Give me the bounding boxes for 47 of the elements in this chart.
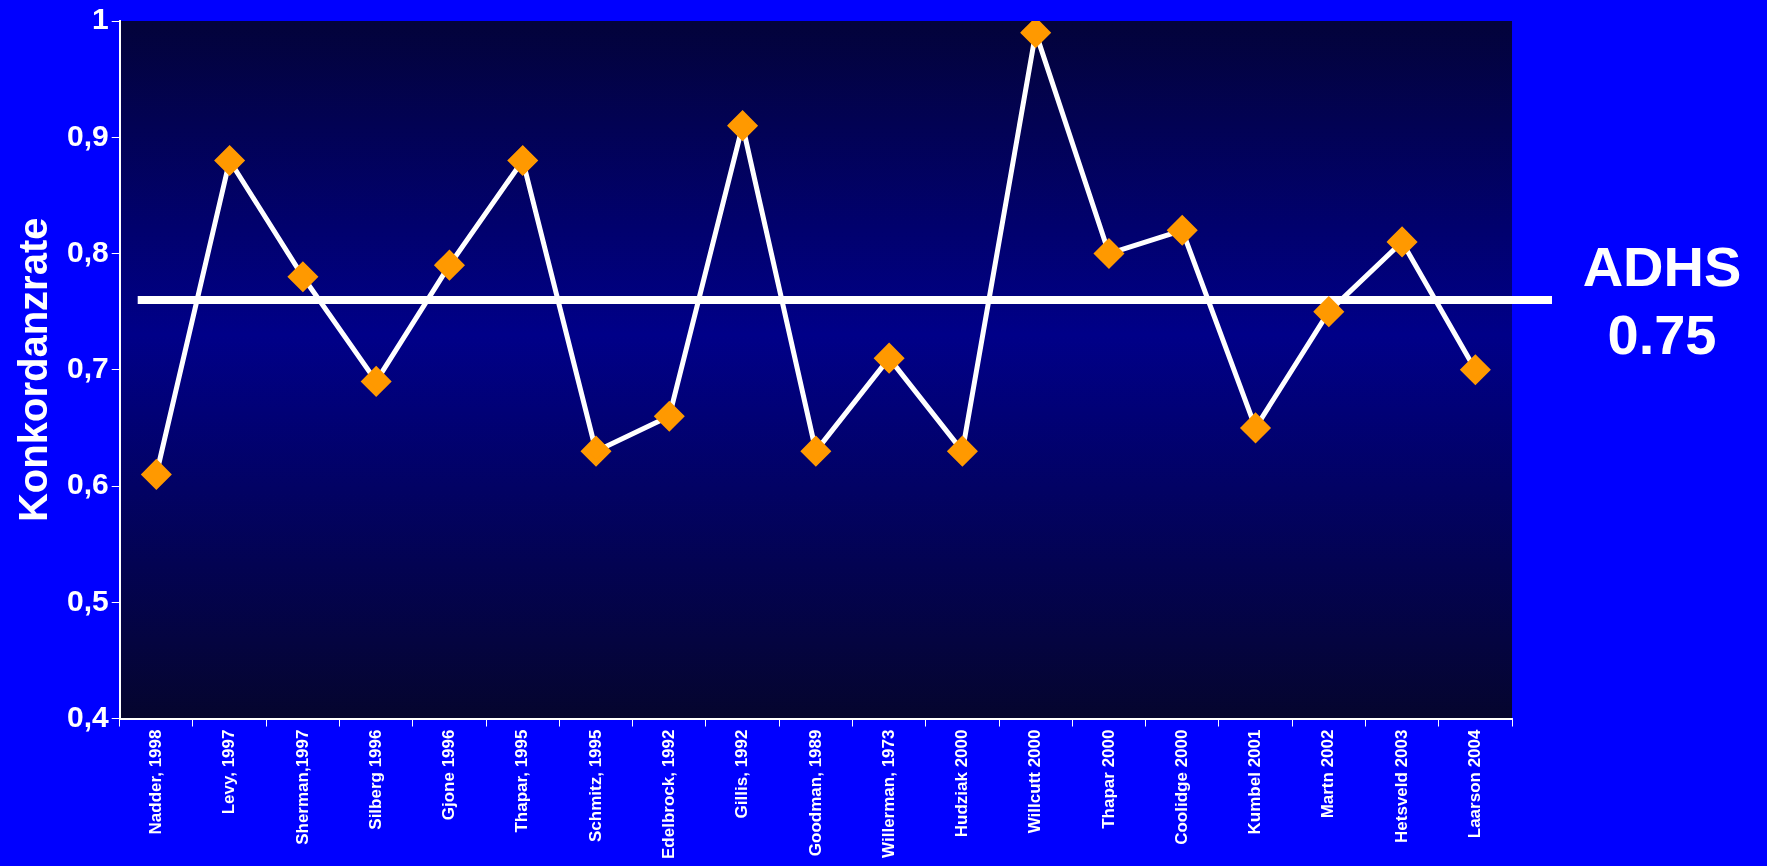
y-axis-title: Konkordanzrate xyxy=(11,217,56,523)
x-tick-label: Willerman, 1973 xyxy=(878,729,898,858)
point xyxy=(1241,413,1271,443)
point xyxy=(1460,355,1490,385)
y-tick-label: 0,7 xyxy=(66,351,109,385)
x-tick-label: Hudziak 2000 xyxy=(952,729,972,838)
point xyxy=(508,146,538,176)
point xyxy=(1387,227,1417,257)
y-tick-label: 0,8 xyxy=(66,234,109,268)
point xyxy=(215,146,245,176)
x-tick-label: Goodman, 1989 xyxy=(805,729,825,857)
point xyxy=(361,366,391,396)
x-tick-label: Coolidge 2000 xyxy=(1171,729,1191,845)
point xyxy=(288,262,318,292)
point xyxy=(1314,297,1344,327)
ref-line-label: ADHS 0.75 xyxy=(1582,235,1742,367)
point xyxy=(801,436,831,466)
point xyxy=(141,459,171,489)
point xyxy=(1021,21,1051,48)
x-tick-label: Edelbrock, 1992 xyxy=(658,729,678,860)
y-tick-label: 0,9 xyxy=(66,118,109,152)
point xyxy=(874,343,904,373)
y-tick-label: 0,4 xyxy=(66,699,109,733)
x-tick-label: Willcutt 2000 xyxy=(1025,729,1045,834)
x-tick-label: Hetsveld 2003 xyxy=(1391,729,1411,843)
point xyxy=(581,436,611,466)
x-tick-label: Gjone 1996 xyxy=(439,729,459,821)
x-tick-label: Sherman,1997 xyxy=(292,729,312,845)
x-tick-label: Gillis, 1992 xyxy=(732,729,752,819)
x-tick-label: Schmitz, 1995 xyxy=(585,729,605,842)
x-tick-label: Levy, 1997 xyxy=(219,729,239,815)
point xyxy=(728,111,758,141)
x-tick-label: Martn 2002 xyxy=(1318,729,1338,819)
x-tick-label: Thapar 2000 xyxy=(1098,729,1118,829)
x-tick-label: Thapar, 1995 xyxy=(512,729,532,833)
point xyxy=(434,250,464,280)
y-tick-label: 0,5 xyxy=(66,583,109,617)
point xyxy=(1167,215,1197,245)
point xyxy=(654,401,684,431)
x-tick-label: Laarson 2004 xyxy=(1465,729,1485,839)
y-tick-label: 1 xyxy=(92,2,109,36)
x-tick-label: Nadder, 1998 xyxy=(146,729,166,835)
x-tick-label: Silberg 1996 xyxy=(365,729,385,830)
x-tick-label: Kumbel 2001 xyxy=(1245,729,1265,835)
point xyxy=(1094,239,1124,269)
point xyxy=(947,436,977,466)
y-tick-label: 0,6 xyxy=(66,467,109,501)
